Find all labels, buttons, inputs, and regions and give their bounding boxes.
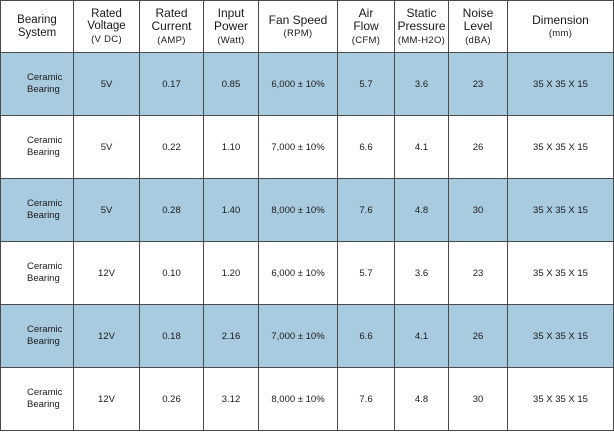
cell-bearing: Ceramic Bearing (0, 241, 74, 305)
table-row: Ceramic Bearing 5V 0.17 0.85 6,000 ± 10%… (0, 52, 614, 116)
header-bearing-system: Bearing System (0, 0, 74, 53)
header-unit: (dBA) (465, 34, 491, 46)
cell-bearing: Ceramic Bearing (0, 304, 74, 368)
header-title: Dimension (532, 12, 589, 27)
cell-noise: 30 (448, 367, 508, 431)
cell-voltage: 12V (73, 367, 140, 431)
cell-dimension: 35 X 35 X 15 (507, 178, 614, 242)
header-unit: (mm) (548, 28, 573, 40)
cell-dimension: 35 X 35 X 15 (507, 304, 614, 368)
header-title: Air Flow (353, 6, 379, 34)
cell-pressure: 4.1 (394, 115, 449, 179)
cell-current: 0.10 (139, 241, 204, 305)
cell-voltage: 12V (73, 304, 140, 368)
cell-speed: 6,000 ± 10% (258, 241, 338, 305)
cell-bearing: Ceramic Bearing (0, 52, 74, 116)
header-unit: (V DC) (91, 34, 122, 46)
cell-airflow: 7.6 (337, 367, 395, 431)
cell-power: 1.20 (203, 241, 259, 305)
cell-dimension: 35 X 35 X 15 (507, 52, 614, 116)
cell-power: 3.12 (203, 367, 259, 431)
cell-dimension: 35 X 35 X 15 (507, 241, 614, 305)
cell-pressure: 4.8 (394, 178, 449, 242)
header-title: Noise Level (462, 6, 494, 34)
cell-voltage: 12V (73, 241, 140, 305)
cell-noise: 30 (448, 178, 508, 242)
cell-noise: 23 (448, 241, 508, 305)
cell-current: 0.26 (139, 367, 204, 431)
header-rated-voltage: Rated Voltage (V DC) (73, 0, 140, 53)
header-unit: (CFM) (351, 34, 381, 46)
cell-airflow: 6.6 (337, 304, 395, 368)
header-dimension: Dimension (mm) (507, 0, 614, 53)
cell-speed: 7,000 ± 10% (258, 115, 338, 179)
cell-dimension: 35 X 35 X 15 (507, 115, 614, 179)
header-noise-level: Noise Level (dBA) (448, 0, 508, 53)
cell-airflow: 5.7 (337, 241, 395, 305)
header-rated-current: Rated Current (AMP) (139, 0, 204, 53)
cell-bearing: Ceramic Bearing (0, 115, 74, 179)
cell-current: 0.22 (139, 115, 204, 179)
cell-airflow: 7.6 (337, 178, 395, 242)
header-air-flow: Air Flow (CFM) (337, 0, 395, 53)
cell-power: 0.85 (203, 52, 259, 116)
cell-airflow: 5.7 (337, 52, 395, 116)
table-row: Ceramic Bearing 12V 0.18 2.16 7,000 ± 10… (0, 304, 614, 368)
cell-airflow: 6.6 (337, 115, 395, 179)
cell-current: 0.18 (139, 304, 204, 368)
table-header-row: Bearing System Rated Voltage (V DC) Rate… (0, 0, 614, 53)
cell-pressure: 3.6 (394, 241, 449, 305)
table-row: Ceramic Bearing 5V 0.28 1.40 8,000 ± 10%… (0, 178, 614, 242)
cell-bearing: Ceramic Bearing (0, 178, 74, 242)
cell-pressure: 4.8 (394, 367, 449, 431)
cell-current: 0.28 (139, 178, 204, 242)
cell-voltage: 5V (73, 115, 140, 179)
header-unit: (MM-H2O) (397, 34, 446, 46)
cell-voltage: 5V (73, 178, 140, 242)
table-row: Ceramic Bearing 12V 0.10 1.20 6,000 ± 10… (0, 241, 614, 305)
cell-noise: 26 (448, 304, 508, 368)
cell-speed: 6,000 ± 10% (258, 52, 338, 116)
header-unit: (AMP) (157, 34, 186, 46)
header-title: Input Power (213, 6, 248, 34)
cell-noise: 23 (448, 52, 508, 116)
header-title: Static Pressure (397, 6, 446, 34)
table-row: Ceramic Bearing 5V 0.22 1.10 7,000 ± 10%… (0, 115, 614, 179)
header-input-power: Input Power (Watt) (203, 0, 259, 53)
cell-speed: 8,000 ± 10% (258, 178, 338, 242)
header-static-pressure: Static Pressure (MM-H2O) (394, 0, 449, 53)
table-row: Ceramic Bearing 12V 0.26 3.12 8,000 ± 10… (0, 367, 614, 431)
cell-speed: 7,000 ± 10% (258, 304, 338, 368)
cell-current: 0.17 (139, 52, 204, 116)
header-fan-speed: Fan Speed (RPM) (258, 0, 338, 53)
cell-power: 1.10 (203, 115, 259, 179)
header-unit: (Watt) (217, 34, 245, 46)
cell-dimension: 35 X 35 X 15 (507, 367, 614, 431)
cell-bearing: Ceramic Bearing (0, 367, 74, 431)
header-unit: (RPM) (283, 28, 313, 40)
header-title: Bearing System (17, 14, 57, 39)
cell-noise: 26 (448, 115, 508, 179)
cell-voltage: 5V (73, 52, 140, 116)
cell-pressure: 4.1 (394, 304, 449, 368)
header-title: Rated Voltage (87, 7, 126, 33)
cell-power: 1.40 (203, 178, 259, 242)
cell-power: 2.16 (203, 304, 259, 368)
cell-pressure: 3.6 (394, 52, 449, 116)
header-title: Fan Speed (268, 12, 328, 27)
cell-speed: 8,000 ± 10% (258, 367, 338, 431)
header-title: Rated Current (151, 6, 192, 34)
